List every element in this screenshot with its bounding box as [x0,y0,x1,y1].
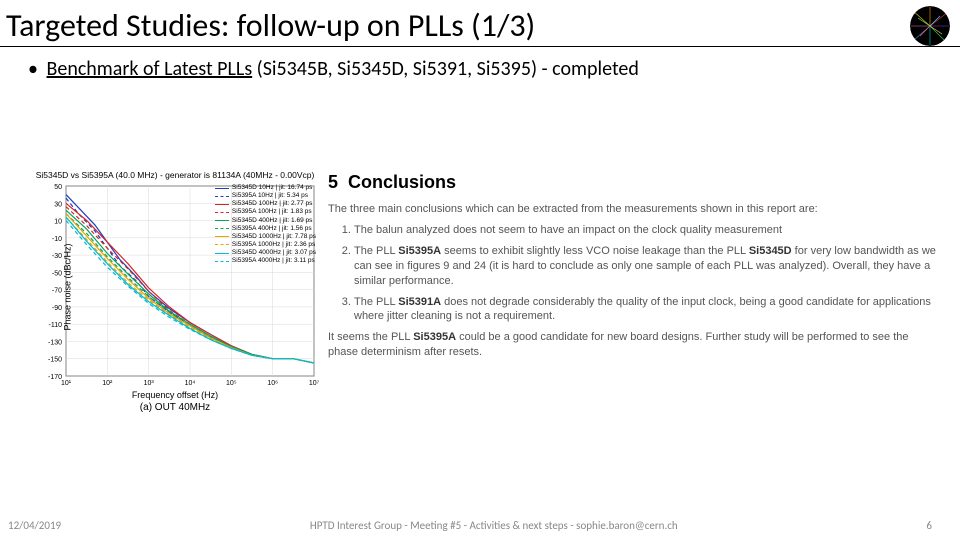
conclusions-list: The balun analyzed does not seem to have… [328,223,940,324]
chart-legend: Si5345D 10Hz | jit: 16.74 psSi5395A 10Hz… [215,184,316,265]
slide-title-bar: Targeted Studies: follow-up on PLLs (1/3… [0,0,960,47]
legend-entry: Si5395A 100Hz | jit: 1.83 ps [215,208,316,216]
footer-page: 6 [926,519,932,532]
legend-label: Si5345D 1000Hz | jit: 7.78 ps [232,233,316,241]
legend-swatch [215,236,229,237]
svg-text:30: 30 [54,201,62,208]
conclusions-panel: 5 Conclusions The three main conclusions … [328,170,940,366]
phase-noise-chart: Si5345D vs Si5395A (40.0 MHz) - generato… [30,170,320,413]
legend-swatch [215,204,229,205]
svg-text:10²: 10² [102,380,113,387]
chart-caption: (a) OUT 40MHz [30,402,320,413]
chart-title: Si5345D vs Si5395A (40.0 MHz) - generato… [30,170,320,180]
legend-swatch [215,196,229,197]
conclusion-item: The balun analyzed does not seem to have… [354,223,940,238]
svg-text:-90: -90 [52,305,62,312]
legend-swatch [215,244,229,245]
svg-text:10⁵: 10⁵ [226,380,237,387]
legend-label: Si5395A 4000Hz | jit: 3.11 ps [232,257,315,265]
svg-text:10⁶: 10⁶ [267,380,278,387]
legend-label: Si5345D 400Hz | jit: 1.69 ps [232,217,312,225]
svg-text:50: 50 [54,184,62,191]
detector-logo [910,6,950,46]
slide-title: Targeted Studies: follow-up on PLLs (1/3… [6,8,535,45]
bullet-line: • Benchmark of Latest PLLs (Si5345B, Si5… [0,47,960,81]
legend-label: Si5395A 400Hz | jit: 1.56 ps [232,225,312,233]
legend-label: Si5345D 4000Hz | jit: 3.07 ps [232,249,316,257]
legend-label: Si5395A 10Hz | jit: 5.34 ps [232,192,308,200]
svg-text:-150: -150 [48,357,62,364]
legend-entry: Si5395A 10Hz | jit: 5.34 ps [215,192,316,200]
legend-label: Si5345D 100Hz | jit: 2.77 ps [232,200,312,208]
svg-text:10¹: 10¹ [61,380,72,387]
legend-label: Si5395A 100Hz | jit: 1.83 ps [232,208,312,216]
legend-entry: Si5345D 4000Hz | jit: 3.07 ps [215,249,316,257]
legend-swatch [215,253,229,254]
legend-entry: Si5395A 4000Hz | jit: 3.11 ps [215,257,316,265]
legend-swatch [215,188,229,189]
y-axis-label: Phase noise (dBc/Hz) [63,243,73,330]
conclusions-heading: 5 Conclusions [328,170,940,194]
bullet-rest: (Si5345B, Si5345D, Si5391, Si5395) - com… [252,57,639,81]
bullet-dot: • [28,57,38,81]
svg-text:-50: -50 [52,270,62,277]
legend-swatch [215,261,229,262]
svg-text:-30: -30 [52,253,62,260]
legend-label: Si5345D 10Hz | jit: 16.74 ps [232,184,312,192]
legend-entry: Si5395A 400Hz | jit: 1.56 ps [215,225,316,233]
footer-date: 12/04/2019 [8,519,61,532]
conclusion-item: The PLL Si5391A does not degrade conside… [354,295,940,325]
svg-text:-70: -70 [52,288,62,295]
svg-text:-10: -10 [52,236,62,243]
legend-swatch [215,228,229,229]
conclusion-item: The PLL Si5395A seems to exhibit slightl… [354,244,940,289]
content-row: Si5345D vs Si5395A (40.0 MHz) - generato… [30,170,940,413]
conclusions-heading-text: Conclusions [348,172,456,192]
footer-center: HPTD Interest Group - Meeting #5 - Activ… [61,519,926,532]
benchmark-link[interactable]: Benchmark of Latest PLLs [47,57,253,81]
svg-text:10⁴: 10⁴ [185,380,196,387]
legend-entry: Si5345D 10Hz | jit: 16.74 ps [215,184,316,192]
svg-text:10: 10 [54,219,62,226]
conclusions-heading-num: 5 [328,172,338,192]
footer: 12/04/2019 HPTD Interest Group - Meeting… [0,519,960,532]
legend-entry: Si5345D 100Hz | jit: 2.77 ps [215,200,316,208]
legend-entry: Si5395A 1000Hz | jit: 2.36 ps [215,241,316,249]
legend-swatch [215,212,229,213]
svg-text:-110: -110 [49,322,63,329]
svg-text:10⁷: 10⁷ [309,380,320,387]
legend-entry: Si5345D 1000Hz | jit: 7.78 ps [215,233,316,241]
svg-text:10³: 10³ [144,380,155,387]
chart-area: Phase noise (dBc/Hz) -170-150-130-110-90… [30,182,320,392]
conclusions-intro: The three main conclusions which can be … [328,202,940,217]
conclusions-outro: It seems the PLL Si5395A could be a good… [328,330,940,360]
legend-swatch [215,220,229,221]
svg-text:-130: -130 [48,339,62,346]
legend-label: Si5395A 1000Hz | jit: 2.36 ps [232,241,315,249]
legend-entry: Si5345D 400Hz | jit: 1.69 ps [215,217,316,225]
